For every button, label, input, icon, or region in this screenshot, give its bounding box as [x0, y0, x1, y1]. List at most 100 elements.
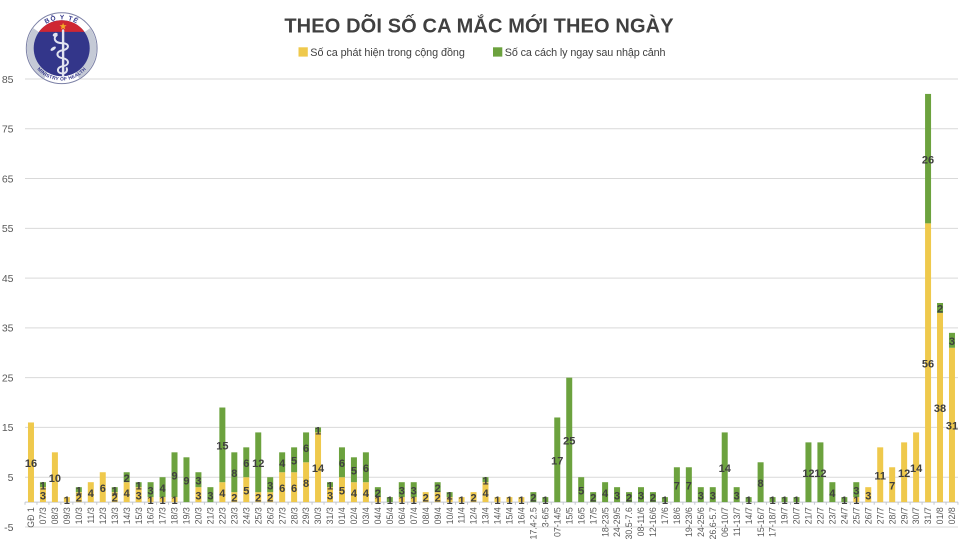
svg-text:3: 3 — [195, 490, 201, 502]
svg-text:1: 1 — [769, 495, 775, 507]
svg-text:7: 7 — [686, 480, 692, 492]
svg-text:5: 5 — [291, 455, 297, 467]
svg-text:16/4: 16/4 — [517, 507, 527, 524]
svg-text:8: 8 — [758, 478, 764, 490]
svg-text:21/7: 21/7 — [804, 507, 814, 524]
svg-text:14: 14 — [910, 463, 923, 475]
svg-text:18/3: 18/3 — [170, 507, 180, 524]
svg-text:22/7: 22/7 — [816, 507, 826, 524]
svg-text:15: 15 — [216, 440, 228, 452]
svg-text:4: 4 — [279, 458, 286, 470]
svg-text:38: 38 — [934, 403, 946, 415]
svg-text:11/3: 11/3 — [86, 507, 96, 524]
svg-text:15: 15 — [2, 422, 14, 434]
svg-text:3: 3 — [865, 490, 871, 502]
svg-text:29/3: 29/3 — [301, 507, 311, 524]
svg-text:3: 3 — [136, 490, 142, 502]
svg-text:6: 6 — [363, 463, 369, 475]
svg-text:29/7: 29/7 — [899, 507, 909, 524]
svg-text:02/4: 02/4 — [349, 507, 359, 524]
svg-text:1: 1 — [841, 495, 847, 507]
svg-text:13/4: 13/4 — [481, 507, 491, 524]
svg-text:2: 2 — [231, 493, 237, 505]
svg-text:1: 1 — [40, 480, 46, 492]
svg-text:20/7: 20/7 — [792, 507, 802, 524]
svg-text:1: 1 — [459, 495, 465, 507]
svg-text:27/3: 27/3 — [277, 507, 287, 524]
svg-text:24/7: 24/7 — [839, 507, 849, 524]
svg-text:17/6: 17/6 — [660, 507, 670, 524]
svg-text:3: 3 — [148, 485, 154, 497]
svg-text:6: 6 — [291, 483, 297, 495]
svg-text:1: 1 — [399, 495, 405, 507]
svg-text:25/3: 25/3 — [253, 507, 263, 524]
svg-text:3: 3 — [949, 336, 955, 348]
svg-text:27/7: 27/7 — [875, 507, 885, 524]
svg-text:1: 1 — [781, 495, 787, 507]
svg-text:2: 2 — [937, 304, 943, 316]
svg-text:14: 14 — [719, 463, 732, 475]
svg-text:16: 16 — [25, 458, 37, 470]
svg-text:3: 3 — [638, 490, 644, 502]
svg-text:17-18/7: 17-18/7 — [768, 507, 778, 537]
svg-text:24/3: 24/3 — [241, 507, 251, 524]
svg-text:19/3: 19/3 — [182, 507, 192, 524]
svg-text:5: 5 — [351, 465, 357, 477]
svg-text:11-13/7: 11-13/7 — [732, 507, 742, 536]
svg-text:Số ca cách ly ngay sau nhập cả: Số ca cách ly ngay sau nhập cảnh — [505, 47, 666, 59]
svg-text:12: 12 — [898, 468, 910, 480]
svg-text:23/7: 23/7 — [828, 507, 838, 524]
svg-text:31: 31 — [946, 421, 958, 433]
svg-text:3: 3 — [734, 490, 740, 502]
svg-text:24-25/6: 24-25/6 — [696, 507, 706, 537]
svg-text:5: 5 — [578, 485, 584, 497]
svg-text:2: 2 — [470, 493, 476, 505]
svg-text:12: 12 — [252, 458, 264, 470]
svg-text:3: 3 — [710, 490, 716, 502]
svg-text:8: 8 — [231, 468, 237, 480]
svg-text:1: 1 — [148, 495, 154, 507]
svg-text:1: 1 — [494, 495, 500, 507]
svg-text:12: 12 — [802, 468, 814, 480]
svg-text:2: 2 — [124, 473, 130, 485]
svg-text:16/5: 16/5 — [576, 507, 586, 524]
svg-text:1: 1 — [171, 495, 177, 507]
svg-text:6: 6 — [243, 458, 249, 470]
svg-text:2: 2 — [626, 493, 632, 505]
svg-text:1: 1 — [482, 475, 488, 487]
svg-text:10: 10 — [49, 473, 61, 485]
svg-text:13/3: 13/3 — [110, 507, 120, 524]
svg-text:14/4: 14/4 — [493, 507, 503, 524]
svg-text:8: 8 — [303, 478, 309, 490]
svg-text:45: 45 — [2, 273, 14, 285]
svg-text:06/4: 06/4 — [397, 507, 407, 524]
svg-text:56: 56 — [922, 358, 934, 370]
svg-text:24-29/5: 24-29/5 — [612, 507, 622, 537]
svg-text:7: 7 — [674, 480, 680, 492]
svg-text:26/3: 26/3 — [265, 507, 275, 524]
svg-text:1: 1 — [112, 485, 118, 497]
svg-text:04/4: 04/4 — [373, 507, 383, 524]
svg-text:65: 65 — [2, 173, 14, 185]
svg-text:1: 1 — [315, 426, 321, 438]
svg-text:1: 1 — [447, 490, 453, 502]
svg-text:19/7: 19/7 — [780, 507, 790, 524]
svg-text:1: 1 — [662, 495, 668, 507]
svg-text:05/4: 05/4 — [385, 507, 395, 524]
svg-text:2: 2 — [590, 493, 596, 505]
svg-text:3: 3 — [207, 490, 213, 502]
svg-text:12: 12 — [814, 468, 826, 480]
svg-text:7: 7 — [889, 480, 895, 492]
svg-text:23/3: 23/3 — [229, 507, 239, 524]
svg-text:17.4-2.5: 17.4-2.5 — [529, 507, 539, 539]
svg-text:Số ca phát hiện trong cộng đồn: Số ca phát hiện trong cộng đồng — [310, 47, 465, 59]
svg-text:3: 3 — [411, 485, 417, 497]
svg-text:1: 1 — [387, 495, 393, 507]
svg-text:20/3: 20/3 — [194, 507, 204, 524]
svg-text:14/7: 14/7 — [744, 507, 754, 524]
svg-text:GĐ 1: GĐ 1 — [26, 507, 36, 528]
svg-text:3: 3 — [399, 485, 405, 497]
svg-text:2: 2 — [112, 493, 118, 505]
svg-text:26/7: 26/7 — [863, 507, 873, 524]
svg-text:2: 2 — [435, 483, 441, 495]
